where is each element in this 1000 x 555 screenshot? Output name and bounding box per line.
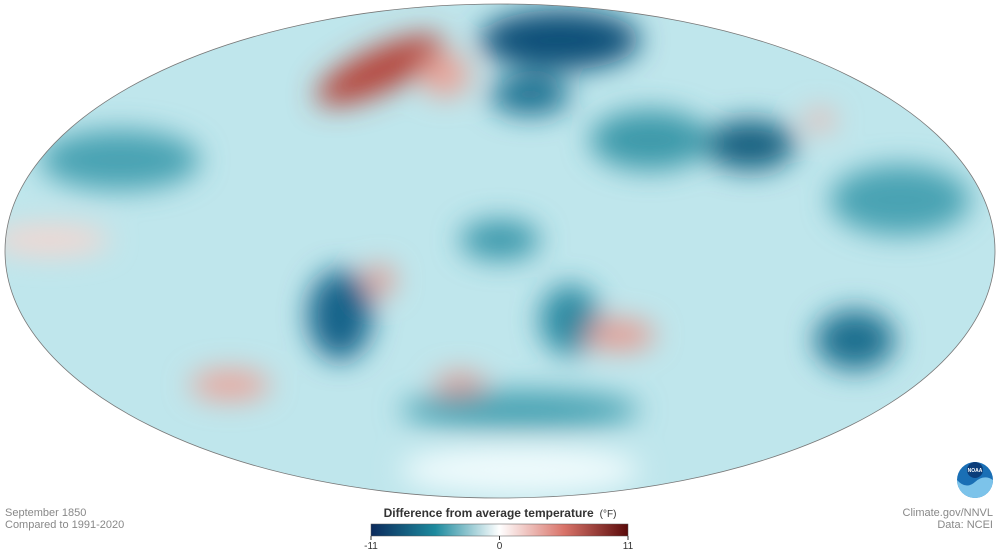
source: Data: NCEI — [937, 519, 993, 531]
logo-text: NOAA — [968, 468, 983, 474]
date: September 1850 — [5, 507, 86, 519]
legend-unit: (°F) — [600, 509, 617, 520]
anomaly-map — [5, 4, 995, 498]
legend-title: Difference from average temperature (°F) — [384, 506, 617, 520]
tick-label: 11 — [623, 541, 634, 552]
credit: Climate.gov/NNVL — [903, 507, 993, 519]
legend-title-text: Difference from average temperature — [384, 506, 594, 520]
noaa-logo: NOAA — [957, 462, 993, 498]
legend-ticks: -11 0 11 — [364, 536, 634, 552]
color-scale — [370, 523, 629, 537]
tick-label: 0 — [497, 541, 503, 552]
globe-outline — [4, 3, 996, 499]
tick-label: -11 — [364, 541, 378, 552]
baseline: Compared to 1991-2020 — [5, 519, 124, 531]
